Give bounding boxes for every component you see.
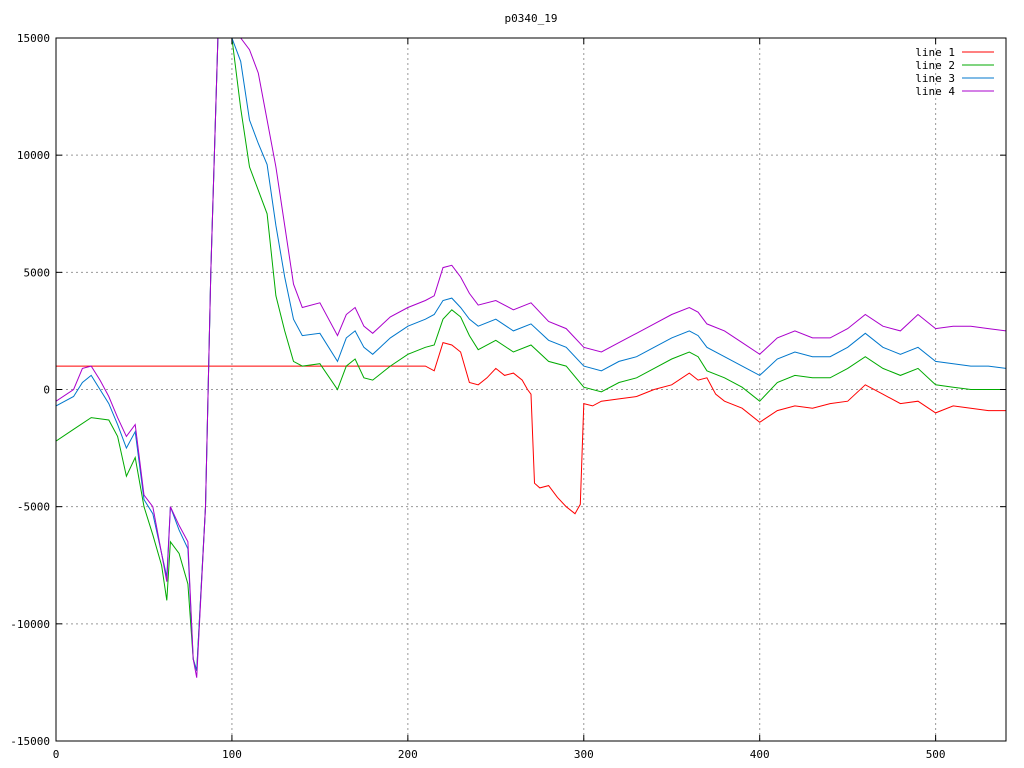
y-tick-label: -15000	[10, 735, 50, 748]
y-tick-label: 15000	[17, 32, 50, 45]
series-line-1	[56, 341, 1006, 515]
x-tick-label: 300	[574, 748, 594, 761]
y-tick-label: -5000	[17, 501, 50, 514]
y-tick-label: 10000	[17, 149, 50, 162]
x-tick-label: 200	[398, 748, 418, 761]
x-tick-label: 0	[53, 748, 60, 761]
x-tick-label: 500	[926, 748, 946, 761]
x-tick-label: 100	[222, 748, 242, 761]
y-tick-label: 5000	[24, 266, 51, 279]
chart-title: p0340_19	[505, 12, 558, 25]
series-group	[56, 38, 1006, 678]
x-tick-label: 400	[750, 748, 770, 761]
series-line-4	[56, 38, 1006, 678]
y-tick-label: 0	[43, 384, 50, 397]
legend-label: line 2	[915, 59, 955, 72]
legend-label: line 4	[915, 85, 955, 98]
axes: 0 100 200 300 400 500 -15000 -10000 -5000 0 5000 10…	[10, 32, 1006, 761]
legend-label: line 1	[915, 46, 955, 59]
series-line-3	[56, 38, 1006, 671]
y-tick-label: -10000	[10, 618, 50, 631]
legend-label: line 3	[915, 72, 955, 85]
series-line-2	[56, 38, 1006, 671]
